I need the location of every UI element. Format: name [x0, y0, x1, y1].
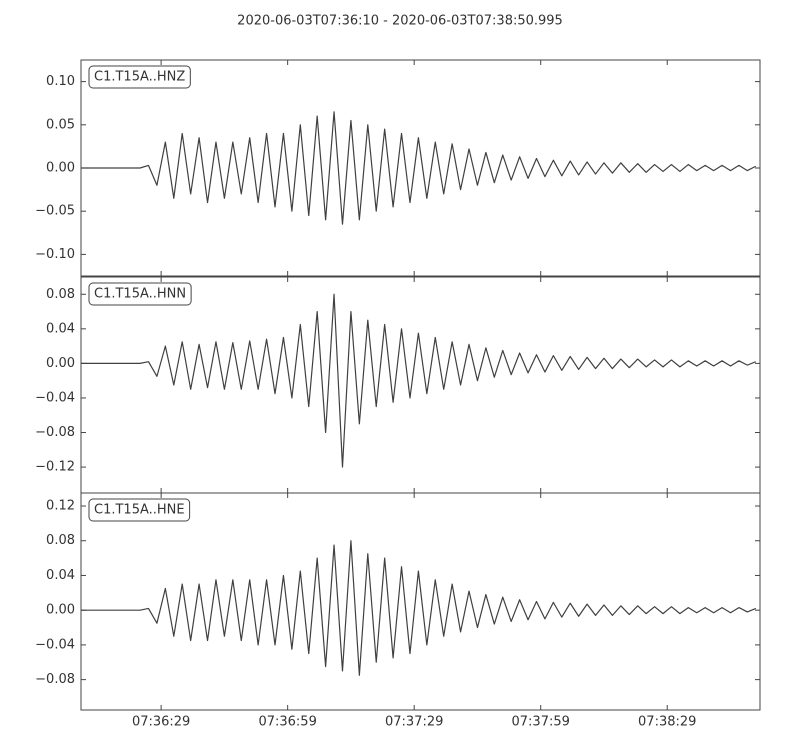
legend-label: C1.T15A..HNZ	[94, 70, 185, 85]
y-tick-label: 0.08	[46, 533, 75, 548]
y-tick-label: 0.12	[46, 499, 75, 514]
y-tick-label: −0.12	[35, 460, 75, 475]
y-tick-label: 0.04	[46, 321, 75, 336]
legend-label: C1.T15A..HNN	[94, 287, 186, 302]
y-tick-label: 0.10	[46, 74, 75, 89]
y-tick-label: 0.00	[46, 603, 75, 618]
legend-box	[88, 498, 191, 522]
waveform	[81, 293, 757, 468]
y-tick-label: −0.10	[35, 247, 75, 262]
y-tick-label: 0.05	[46, 117, 75, 132]
y-tick-label: 0.04	[46, 568, 75, 583]
y-tick-label: −0.05	[35, 204, 75, 219]
waveform	[81, 540, 757, 676]
x-tick-label: 07:38:29	[638, 715, 696, 730]
y-tick-label: −0.08	[35, 425, 75, 440]
y-tick-label: 0.08	[46, 287, 75, 302]
y-tick-label: 0.00	[46, 161, 75, 176]
chart-title: 2020-06-03T07:36:10 - 2020-06-03T07:38:5…	[237, 14, 563, 29]
x-tick-label: 07:36:29	[132, 715, 190, 730]
y-tick-label: −0.08	[35, 672, 75, 687]
plot-frame	[80, 59, 761, 277]
legend-label: C1.T15A..HNE	[94, 503, 185, 518]
waveform	[81, 111, 757, 225]
y-tick-label: −0.04	[35, 637, 75, 652]
y-tick-label: 0.00	[46, 356, 75, 371]
x-tick-label: 07:37:29	[385, 715, 443, 730]
legend-box	[88, 65, 191, 89]
x-tick-label: 07:37:59	[512, 715, 570, 730]
plot-frame	[80, 492, 761, 711]
y-tick-label: −0.04	[35, 390, 75, 405]
x-tick-label: 07:36:59	[258, 715, 316, 730]
legend-box	[88, 282, 192, 306]
